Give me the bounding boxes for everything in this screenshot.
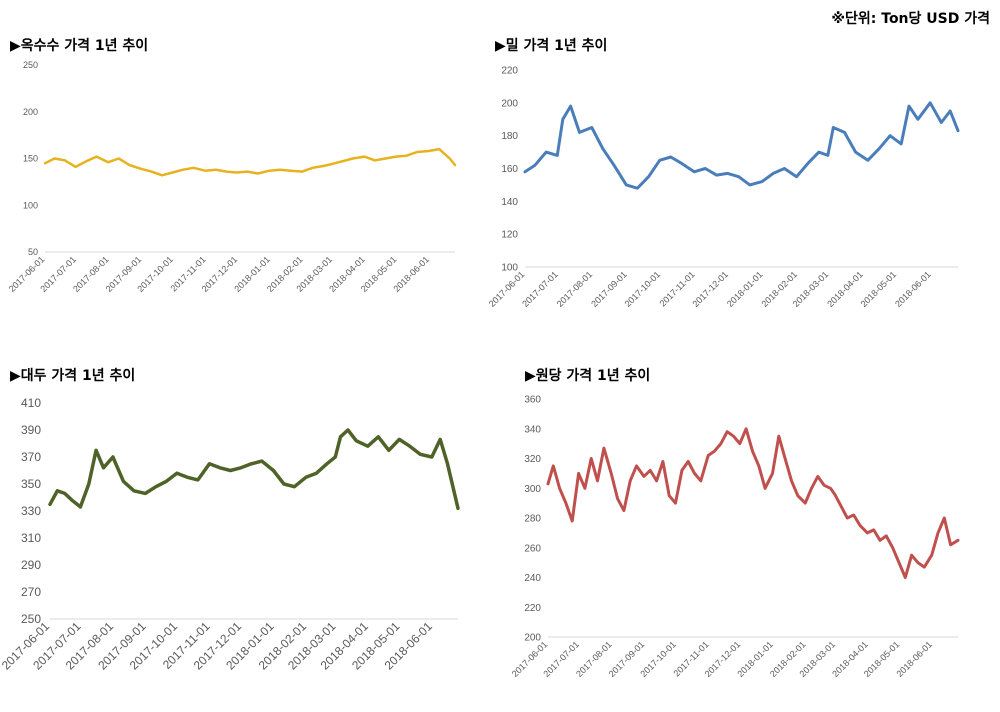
y-tick-label: 390 [21,423,41,437]
y-tick-label: 350 [21,477,41,491]
y-tick-label: 310 [21,531,41,545]
unit-note: ※단위: Ton당 USD 가격 [831,11,990,27]
y-tick-label: 250 [21,612,41,626]
y-tick-label: 100 [501,263,518,274]
chart-title-sugar: ▶원당 가격 1년 추이 [525,368,651,384]
price-series-line [546,427,960,579]
y-tick-label: 120 [501,230,518,241]
y-tick-label: 200 [23,107,38,117]
price-series-line [523,101,960,190]
y-tick-label: 320 [524,454,541,465]
y-tick-label: 150 [23,154,38,164]
y-tick-label: 290 [21,558,41,572]
y-tick-label: 180 [501,131,518,142]
y-tick-label: 330 [21,504,41,518]
y-tick-label: 360 [524,395,541,406]
y-tick-label: 250 [23,60,38,70]
y-tick-label: 220 [501,66,518,77]
y-tick-label: 270 [21,585,41,599]
y-tick-label: 50 [28,247,38,257]
y-tick-label: 260 [524,543,541,554]
chart-title-soybean: ▶대두 가격 1년 추이 [10,368,136,384]
y-tick-label: 200 [501,98,518,109]
y-tick-label: 240 [524,573,541,584]
y-tick-label: 370 [21,450,41,464]
price-series-line [43,147,457,177]
y-tick-label: 200 [524,633,541,644]
y-tick-label: 220 [524,603,541,614]
y-tick-label: 340 [524,424,541,435]
y-tick-label: 140 [501,197,518,208]
price-series-line [48,428,460,511]
y-tick-label: 300 [524,484,541,495]
y-tick-label: 160 [501,164,518,175]
chart-title-wheat: ▶밀 가격 1년 추이 [495,38,608,54]
x-tick-label: 2018-06-01 [894,639,934,679]
y-tick-label: 410 [21,396,41,410]
chart-title-corn: ▶옥수수 가격 1년 추이 [10,38,149,54]
y-tick-label: 100 [23,200,38,210]
y-tick-label: 280 [524,514,541,525]
